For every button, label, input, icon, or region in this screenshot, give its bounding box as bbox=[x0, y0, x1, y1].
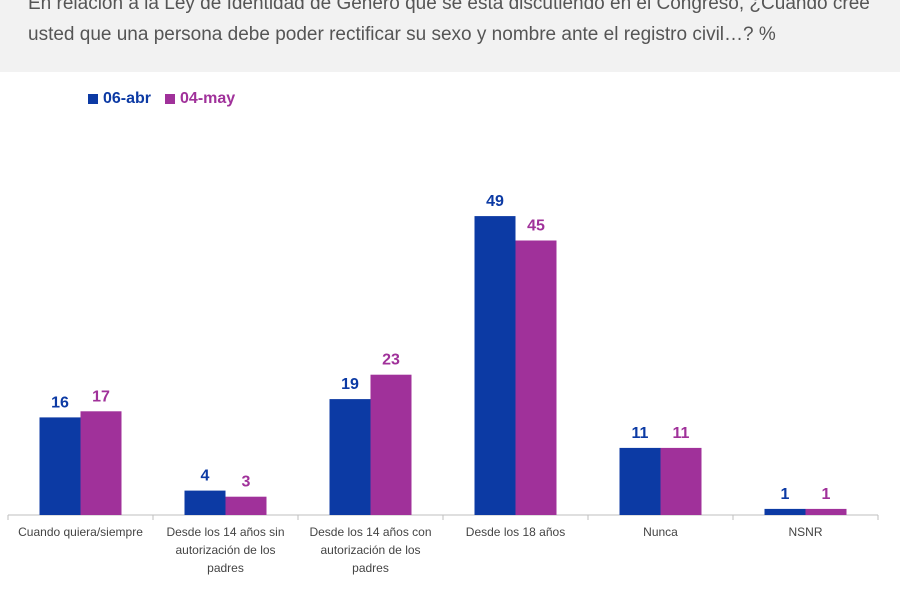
legend-label-series-1: 06-abr bbox=[103, 90, 152, 107]
bar-series-1-cat-6 bbox=[764, 508, 806, 515]
data-label-series-1-cat-1: 16 bbox=[51, 394, 69, 411]
category-label-5: Nunca bbox=[643, 525, 678, 539]
bar-series-2-cat-2 bbox=[225, 496, 267, 515]
bar-series-1-cat-2 bbox=[184, 490, 226, 515]
data-label-series-1-cat-3: 19 bbox=[341, 376, 359, 393]
legend-item-series-1: 06-abr bbox=[88, 90, 151, 108]
bar-series-2-cat-6 bbox=[805, 508, 847, 515]
category-label-4: Desde los 18 años bbox=[466, 525, 565, 539]
bar-series-1-cat-3 bbox=[329, 399, 371, 515]
category-label-3: Desde los 14 años con autorización de los… bbox=[309, 525, 431, 575]
category-label-2: Desde los 14 años sin autorización de los… bbox=[166, 525, 284, 575]
data-label-series-2-cat-5: 11 bbox=[673, 425, 690, 442]
category-label-6: NSNR bbox=[788, 525, 822, 539]
data-label-series-1-cat-4: 49 bbox=[486, 193, 504, 210]
bar-series-2-cat-5 bbox=[660, 447, 702, 515]
legend-label-series-2: 04-may bbox=[180, 90, 236, 107]
data-label-series-2-cat-3: 23 bbox=[382, 352, 400, 369]
chart-legend: 06-abr 04-may bbox=[88, 90, 249, 108]
data-label-series-2-cat-6: 1 bbox=[822, 486, 831, 503]
bar-series-2-cat-1 bbox=[80, 411, 122, 515]
data-label-series-1-cat-5: 11 bbox=[632, 425, 649, 442]
legend-swatch-series-1 bbox=[88, 94, 98, 104]
question-header: En relación a la Ley de Identidad de Gén… bbox=[0, 0, 900, 72]
legend-item-series-2: 04-may bbox=[165, 90, 235, 108]
data-label-series-2-cat-2: 3 bbox=[242, 474, 251, 491]
data-label-series-2-cat-4: 45 bbox=[527, 218, 545, 235]
bar-series-1-cat-5 bbox=[619, 447, 661, 515]
bar-series-2-cat-3 bbox=[370, 374, 412, 515]
legend-swatch-series-2 bbox=[165, 94, 176, 104]
bar-series-1-cat-4 bbox=[474, 216, 516, 515]
question-text: En relación a la Ley de Identidad de Gén… bbox=[28, 0, 870, 45]
bar-series-2-cat-4 bbox=[515, 240, 557, 515]
data-label-series-1-cat-6: 1 bbox=[781, 486, 790, 503]
bar-series-1-cat-1 bbox=[39, 417, 81, 515]
category-label-1: Cuando quiera/siempre bbox=[18, 525, 143, 539]
data-label-series-2-cat-1: 17 bbox=[92, 388, 110, 405]
data-label-series-1-cat-2: 4 bbox=[201, 468, 210, 485]
